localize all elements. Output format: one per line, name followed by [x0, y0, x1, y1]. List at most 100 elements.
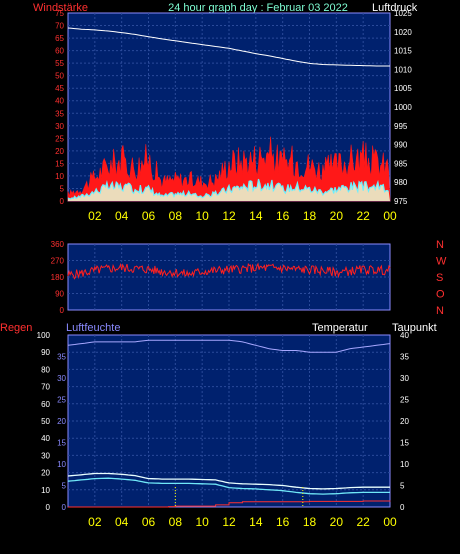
rain-y-tick-label: 20 — [57, 417, 66, 426]
humidity-x-tick-label: 10 — [195, 515, 209, 529]
humidity-y-tick-label: 90 — [41, 348, 50, 357]
direction-compass-label: S — [436, 272, 443, 284]
wind-y-tick-label: 30 — [55, 122, 64, 131]
humidity-y-tick-label: 30 — [41, 451, 50, 460]
rain-y-tick-label: 5 — [62, 482, 67, 491]
wind-x-tick-label: 14 — [249, 209, 263, 223]
wind-axis-label: Windstärke — [33, 2, 88, 14]
wind-y-tick-label: 15 — [55, 159, 64, 168]
humidity-y-tick-label: 20 — [41, 469, 50, 478]
rain-y-tick-label: 25 — [57, 396, 66, 405]
pressure-y-tick-label: 1015 — [394, 47, 412, 56]
pressure-y-tick-label: 995 — [394, 122, 408, 131]
direction-compass-label: W — [436, 256, 447, 268]
humidity-x-tick-label: 22 — [356, 515, 370, 529]
wind-average-series — [67, 178, 390, 200]
humidity-y-tick-label: 80 — [41, 365, 50, 374]
humidity-x-tick-label: 20 — [330, 515, 344, 529]
pressure-series — [67, 27, 390, 67]
pressure-y-tick-label: 1025 — [394, 9, 412, 18]
rain-y-tick-label: 0 — [62, 503, 67, 512]
wind-y-tick-label: 55 — [55, 59, 64, 68]
wind-y-tick-label: 40 — [55, 97, 64, 106]
wind-x-tick-label: 04 — [115, 209, 129, 223]
dewpoint-series — [67, 477, 390, 495]
direction-y-tick-label: 270 — [51, 257, 65, 266]
humidity-x-tick-label: 16 — [276, 515, 290, 529]
rain-y-tick-label: 35 — [57, 353, 66, 362]
pressure-y-tick-label: 990 — [394, 141, 408, 150]
humidity-series — [67, 339, 391, 353]
wind-y-tick-label: 0 — [60, 197, 65, 206]
direction-compass-label: N — [436, 305, 444, 317]
humidity-x-tick-label: 08 — [169, 515, 183, 529]
direction-y-tick-label: 180 — [51, 273, 65, 282]
rain-axis-label: Regen — [0, 322, 32, 334]
wind-y-tick-label: 50 — [55, 72, 64, 81]
direction-y-tick-label: 0 — [60, 306, 65, 315]
chart-title: 24 hour graph day : Februar 03 2022 — [168, 2, 348, 14]
wind-y-tick-label: 65 — [55, 34, 64, 43]
wind-x-tick-label: 00 — [383, 209, 397, 223]
humidity-x-tick-label: 14 — [249, 515, 263, 529]
humidity-y-tick-label: 70 — [41, 383, 50, 392]
temperature-y-tick-label: 5 — [400, 482, 405, 491]
rain-y-tick-label: 10 — [57, 460, 66, 469]
humidity-x-tick-label: 12 — [222, 515, 236, 529]
pressure-y-tick-label: 980 — [394, 178, 408, 187]
rain-y-tick-label: 30 — [57, 374, 66, 383]
temperature-y-tick-label: 15 — [400, 439, 409, 448]
temperature-y-tick-label: 30 — [400, 374, 409, 383]
temperature-series — [67, 472, 390, 490]
temperature-axis-label: Temperatur — [312, 322, 368, 334]
humidity-x-tick-label: 04 — [115, 515, 129, 529]
humidity-y-tick-label: 60 — [41, 400, 50, 409]
wind-y-tick-label: 10 — [55, 172, 64, 181]
direction-compass-label: O — [436, 289, 445, 301]
pressure-y-tick-label: 1000 — [394, 103, 412, 112]
wind-x-tick-label: 10 — [195, 209, 209, 223]
pressure-axis-label: Luftdruck — [372, 2, 418, 14]
humidity-y-tick-label: 50 — [41, 417, 50, 426]
wind-x-tick-label: 08 — [169, 209, 183, 223]
wind-y-tick-label: 35 — [55, 109, 64, 118]
temperature-y-tick-label: 0 — [400, 503, 405, 512]
wind-average-fill — [68, 179, 390, 201]
humidity-y-tick-label: 40 — [41, 434, 50, 443]
rain-y-tick-label: 15 — [57, 439, 66, 448]
wind-x-tick-label: 18 — [303, 209, 317, 223]
wind-x-tick-label: 12 — [222, 209, 236, 223]
wind-y-tick-label: 45 — [55, 84, 64, 93]
temperature-y-tick-label: 40 — [400, 331, 409, 340]
wind-x-tick-label: 02 — [88, 209, 102, 223]
humidity-y-tick-label: 100 — [37, 331, 51, 340]
wind-x-tick-label: 06 — [142, 209, 156, 223]
rain-series — [68, 500, 391, 508]
direction-y-tick-label: 90 — [55, 290, 64, 299]
wind-x-tick-label: 20 — [330, 209, 344, 223]
humidity-temperature-panel: 0102030405060708090100051015202530350510… — [37, 331, 410, 529]
wind-x-tick-label: 22 — [356, 209, 370, 223]
temperature-y-tick-label: 10 — [400, 460, 409, 469]
temperature-y-tick-label: 35 — [400, 353, 409, 362]
wind-y-tick-label: 70 — [55, 22, 64, 31]
wind-y-tick-label: 25 — [55, 134, 64, 143]
humidity-x-tick-label: 00 — [383, 515, 397, 529]
wind-pressure-panel: 0510152025303540455055606570759759809859… — [55, 9, 412, 223]
wind-y-tick-label: 20 — [55, 147, 64, 156]
direction-series — [67, 262, 391, 280]
pressure-y-tick-label: 1020 — [394, 28, 412, 37]
temperature-y-tick-label: 20 — [400, 417, 409, 426]
pressure-y-tick-label: 1010 — [394, 65, 412, 74]
pressure-y-tick-label: 985 — [394, 159, 408, 168]
direction-compass-label: N — [436, 239, 444, 251]
humidity-y-tick-label: 10 — [41, 486, 50, 495]
wind-y-tick-label: 60 — [55, 47, 64, 56]
wind-y-tick-label: 75 — [55, 9, 64, 18]
humidity-y-tick-label: 0 — [46, 503, 51, 512]
humidity-x-tick-label: 18 — [303, 515, 317, 529]
pressure-y-tick-label: 1005 — [394, 84, 412, 93]
